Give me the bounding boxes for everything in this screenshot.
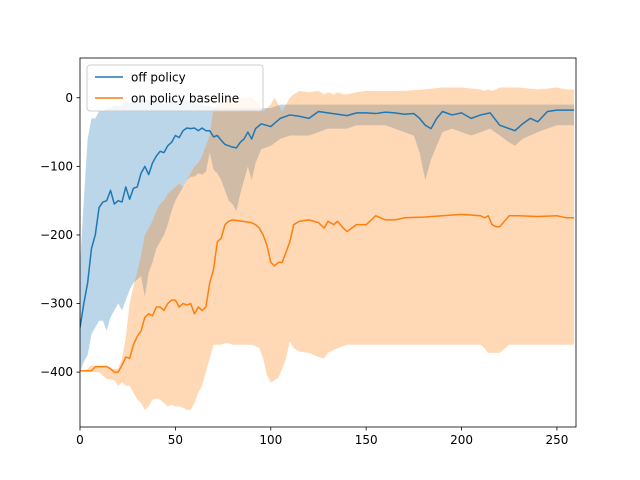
legend: off policy on policy baseline: [86, 64, 264, 112]
y-tick-label: −300: [40, 297, 73, 311]
confidence-bands: [80, 87, 575, 410]
x-tick-label: 100: [259, 433, 282, 447]
x-tick-label: 0: [76, 433, 84, 447]
band-off-policy: [80, 97, 575, 373]
line-off-policy: [80, 109, 575, 328]
x-tick-label: 200: [450, 433, 473, 447]
legend-label: on policy baseline: [131, 92, 239, 106]
plot-frame: [79, 57, 577, 428]
legend-label: off policy: [131, 71, 186, 85]
y-tick-label: −100: [40, 159, 73, 173]
x-axis-ticks: 0 50 100 150 200 250: [76, 427, 568, 447]
y-tick-label: −200: [40, 228, 73, 242]
legend-box: [86, 64, 264, 112]
line-on-policy-baseline: [80, 213, 575, 373]
x-tick-label: 150: [355, 433, 378, 447]
x-tick-label: 250: [545, 433, 568, 447]
x-tick-label: 50: [168, 433, 183, 447]
series-lines: [80, 109, 575, 373]
y-tick-label: 0: [65, 91, 73, 105]
y-tick-label: −400: [40, 365, 73, 379]
y-axis-ticks: −400 −300 −200 −100 0: [40, 91, 80, 379]
band-on-policy-baseline: [80, 87, 575, 410]
